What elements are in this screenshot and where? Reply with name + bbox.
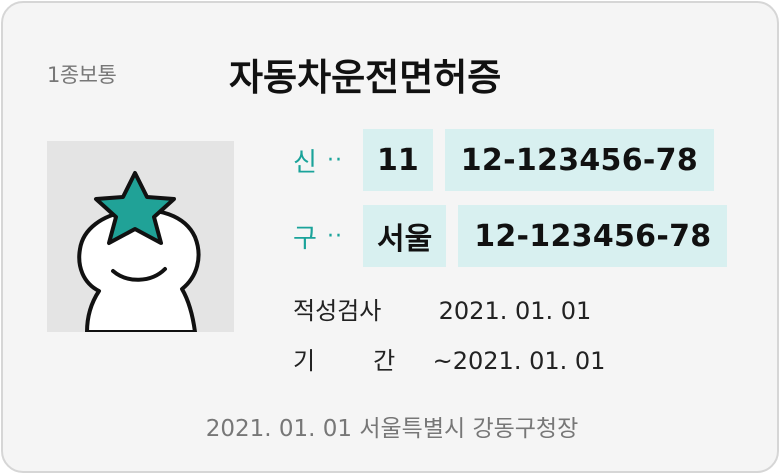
aptitude-date: 2021. 01. 01 bbox=[438, 297, 592, 325]
old-number-label: 구 bbox=[293, 223, 317, 254]
id-photo bbox=[47, 141, 234, 332]
period-label: 기간 bbox=[293, 341, 425, 376]
license-type: 1종보통 bbox=[47, 63, 117, 87]
aptitude-label: 적성검사 bbox=[293, 297, 382, 325]
new-number-label: 신 bbox=[293, 147, 317, 178]
period-label-char-1: 기 bbox=[293, 347, 374, 375]
aptitude-test-row: 적성검사 2021. 01. 01 bbox=[293, 291, 591, 326]
new-region-code: 11 bbox=[363, 129, 433, 191]
card-title: 자동차운전면허증 bbox=[229, 56, 502, 99]
new-number-dots: ·· bbox=[327, 147, 343, 173]
validity-period-row: 기간 ~2021. 01. 01 bbox=[293, 341, 605, 376]
smiley-star-avatar-icon bbox=[77, 171, 201, 332]
issue-footer: 2021. 01. 01 서울특별시 강동구청장 bbox=[205, 416, 579, 442]
old-region-name: 서울 bbox=[363, 205, 447, 267]
period-date: ~2021. 01. 01 bbox=[432, 347, 606, 375]
license-number-old-row: 구 ·· 서울 12-123456-78 bbox=[293, 205, 728, 267]
period-label-char-2: 간 bbox=[373, 347, 396, 375]
license-number-new-row: 신 ·· 11 12-123456-78 bbox=[293, 129, 714, 191]
old-number-dots: ·· bbox=[327, 223, 343, 249]
new-license-number: 12-123456-78 bbox=[444, 129, 714, 191]
old-license-number: 12-123456-78 bbox=[458, 205, 728, 267]
